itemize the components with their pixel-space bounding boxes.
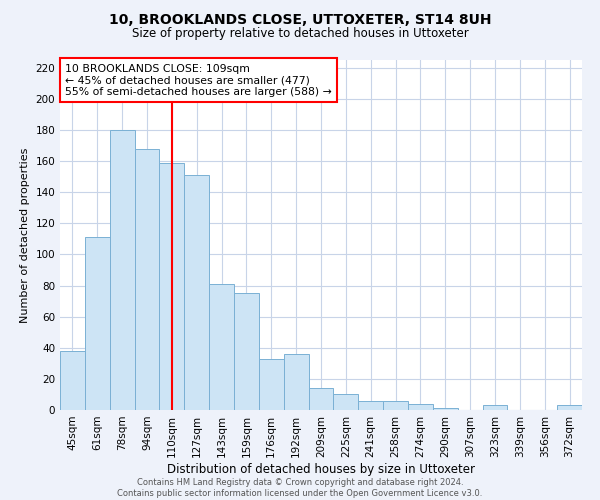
Bar: [234, 294, 259, 410]
Bar: [209, 284, 234, 410]
Bar: [482, 406, 508, 410]
Y-axis label: Number of detached properties: Number of detached properties: [20, 148, 30, 322]
Bar: [358, 400, 383, 410]
Bar: [85, 238, 110, 410]
Bar: [408, 404, 433, 410]
Bar: [308, 388, 334, 410]
Bar: [383, 400, 408, 410]
Bar: [184, 175, 209, 410]
X-axis label: Distribution of detached houses by size in Uttoxeter: Distribution of detached houses by size …: [167, 462, 475, 475]
Text: 10, BROOKLANDS CLOSE, UTTOXETER, ST14 8UH: 10, BROOKLANDS CLOSE, UTTOXETER, ST14 8U…: [109, 12, 491, 26]
Bar: [433, 408, 458, 410]
Text: Contains HM Land Registry data © Crown copyright and database right 2024.
Contai: Contains HM Land Registry data © Crown c…: [118, 478, 482, 498]
Bar: [284, 354, 308, 410]
Bar: [60, 351, 85, 410]
Bar: [557, 406, 582, 410]
Text: Size of property relative to detached houses in Uttoxeter: Size of property relative to detached ho…: [131, 28, 469, 40]
Text: 10 BROOKLANDS CLOSE: 109sqm
← 45% of detached houses are smaller (477)
55% of se: 10 BROOKLANDS CLOSE: 109sqm ← 45% of det…: [65, 64, 332, 96]
Bar: [110, 130, 134, 410]
Bar: [334, 394, 358, 410]
Bar: [160, 162, 184, 410]
Bar: [259, 358, 284, 410]
Bar: [134, 148, 160, 410]
